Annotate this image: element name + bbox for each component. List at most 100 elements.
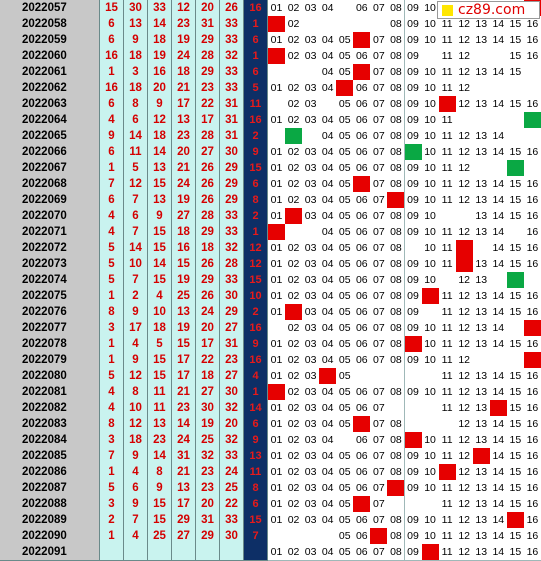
red-ball-number: 22	[220, 496, 244, 513]
issue-number: 2022057	[0, 0, 100, 17]
blue-ball-number	[244, 544, 268, 561]
issue-number: 2022068	[0, 176, 100, 193]
trend-cell: 04	[319, 0, 338, 17]
trend-cell: 05	[336, 112, 355, 129]
trend-cell: 16	[523, 544, 541, 561]
trend-cell	[523, 128, 541, 145]
watermark-text: cz89.com	[458, 2, 526, 18]
blue-ball-number: 2	[244, 304, 268, 321]
red-ball-number: 4	[124, 336, 148, 353]
red-ball-number: 14	[124, 128, 148, 145]
blue-ball-number: 8	[244, 480, 268, 497]
red-ball-number: 33	[148, 0, 172, 17]
blue-ball-number: 6	[244, 64, 268, 81]
trend-cell: 14	[489, 496, 508, 513]
trend-cell: 15	[506, 400, 525, 417]
table-row: 2022058 6 13 14 23 31 33 1 01 02 08 09 10 11 12 13 14 15 1…	[0, 16, 541, 33]
trend-cell: 16	[523, 368, 541, 385]
trend-cell: 06	[353, 48, 372, 65]
trend-cell: 11	[438, 544, 457, 561]
trend-cell: 08	[387, 416, 406, 433]
trend-cell: 16	[523, 208, 541, 225]
trend-cell: 05	[336, 512, 355, 529]
trend-cell: 16	[523, 176, 541, 193]
issue-number: 2022084	[0, 432, 100, 449]
trend-cell: 13	[472, 64, 491, 81]
trend-cell: 14	[489, 480, 508, 497]
trend-cell: 14	[489, 384, 508, 401]
red-ball-number: 33	[220, 512, 244, 529]
blue-ball-number: 9	[244, 336, 268, 353]
trend-hit-cell: 01	[268, 224, 286, 241]
red-ball-number: 27	[172, 208, 196, 225]
trend-cell: 12	[455, 464, 474, 481]
trend-cell: 03	[302, 272, 321, 289]
trend-cell: 07	[370, 176, 389, 193]
trend-cell: 04	[319, 464, 338, 481]
issue-number: 2022089	[0, 512, 100, 529]
trend-cell: 04	[319, 480, 338, 497]
issue-number: 2022059	[0, 32, 100, 49]
trend-cell: 12	[455, 128, 474, 145]
trend-cell: 12	[455, 416, 474, 433]
trend-cell: 07	[370, 544, 389, 561]
red-ball-number: 5	[100, 256, 124, 273]
red-ball-number: 5	[124, 160, 148, 177]
blue-ball-number: 4	[244, 368, 268, 385]
trend-cell	[472, 80, 491, 97]
table-row: 2022085 7 9 14 31 32 33 13 01 02 03 04 05 06 07 08 09 10 1…	[0, 448, 541, 465]
trend-hit-cell	[506, 272, 525, 289]
blue-ball-number: 6	[244, 32, 268, 49]
trend-cell: 06	[353, 240, 372, 257]
trend-cell: 07	[370, 352, 389, 369]
trend-cell: 13	[472, 528, 491, 545]
table-row: 2022072 5 14 15 16 18 32 12 01 02 03 04 05 06 07 08 10 11…	[0, 240, 541, 257]
trend-cell	[387, 496, 406, 513]
trend-cell	[268, 320, 286, 337]
trend-cell	[353, 368, 372, 385]
table-row: 2022084 3 18 23 24 25 32 9 01 02 03 04 06 07 08 09 10 11 1…	[0, 432, 541, 449]
red-ball-number: 25	[172, 288, 196, 305]
trend-cell: 03	[302, 240, 321, 257]
table-row: 2022070 4 6 9 27 28 33 2 01 02 03 04 05 06 07 08 09 10 13 1…	[0, 208, 541, 225]
trend-cell: 03	[302, 480, 321, 497]
red-ball-number: 1	[100, 528, 124, 545]
trend-cell: 08	[387, 176, 406, 193]
trend-cell: 12	[455, 336, 474, 353]
trend-cell: 06	[353, 96, 372, 113]
trend-cell: 04	[319, 320, 338, 337]
trend-cell	[319, 528, 338, 545]
trend-cell: 05	[336, 176, 355, 193]
trend-cell: 08	[387, 80, 406, 97]
trend-cell: 15	[506, 464, 525, 481]
trend-cell: 16	[523, 336, 541, 353]
trend-cell: 10	[421, 32, 440, 49]
red-ball-number: 29	[172, 512, 196, 529]
trend-hit-cell: 13	[472, 448, 491, 465]
blue-ball-number: 6	[244, 416, 268, 433]
trend-cell	[506, 320, 525, 337]
trend-cell	[523, 80, 541, 97]
red-ball-number: 31	[220, 112, 244, 129]
trend-cell: 15	[506, 288, 525, 305]
trend-cell: 13	[472, 544, 491, 561]
trend-cell: 02	[285, 432, 304, 449]
trend-cell: 04	[319, 416, 338, 433]
table-row: 2022080 5 12 15 17 18 27 4 01 02 03 04 05 11 12 13 14 15 1…	[0, 368, 541, 385]
red-ball-number: 5	[100, 240, 124, 257]
trend-cell: 11	[438, 512, 457, 529]
trend-hit-cell: 06	[353, 64, 372, 81]
trend-cell: 01	[268, 496, 286, 513]
trend-cell: 08	[387, 112, 406, 129]
trend-cell: 04	[319, 208, 338, 225]
trend-cell: 13	[472, 192, 491, 209]
trend-cell: 13	[472, 368, 491, 385]
issue-number: 2022067	[0, 160, 100, 177]
trend-cell: 04	[319, 400, 338, 417]
trend-cell: 05	[336, 64, 355, 81]
table-row: 2022088 3 9 15 17 20 22 6 01 02 03 04 05 06 07 11 12 13 14…	[0, 496, 541, 513]
trend-cell: 07	[370, 240, 389, 257]
table-row: 2022063 6 8 9 17 22 31 11 02 03 05 06 07 08 09 10 11 12 13…	[0, 96, 541, 113]
trend-cell: 04	[319, 432, 338, 449]
red-ball-number: 15	[148, 512, 172, 529]
